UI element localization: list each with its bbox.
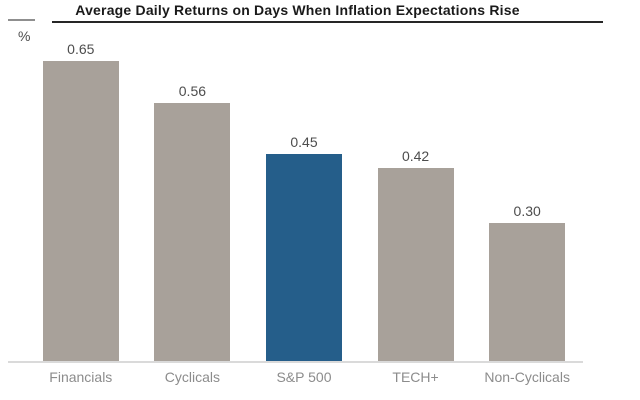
x-axis-label: S&P 500 (276, 369, 332, 385)
bar-s-p-500 (265, 154, 342, 362)
axis-top-dash (8, 19, 35, 21)
plot-area: 0.65 0.56 0.45 0.42 0.30 (25, 22, 583, 362)
bar-tech (377, 168, 454, 362)
bar-column: 0.45 (248, 22, 360, 362)
chart-title: Average Daily Returns on Days When Infla… (75, 2, 520, 18)
bar-column: 0.56 (137, 22, 249, 362)
x-axis-label: Financials (49, 369, 113, 385)
bar-column: 0.65 (25, 22, 137, 362)
bar-financials (42, 61, 119, 362)
bar-value-label: 0.42 (401, 148, 430, 164)
x-axis-label: Cyclicals (164, 369, 220, 385)
bar-value-label: 0.45 (290, 134, 318, 150)
bar-non-cyclicals (489, 223, 566, 362)
bar-value-label: 0.30 (513, 203, 541, 219)
x-axis-label: TECH+ (392, 369, 439, 385)
x-axis-labels: Financials Cyclicals S&P 500 TECH+ Non-Cycli… (25, 369, 583, 385)
bar-cyclicals (154, 103, 231, 362)
y-axis-unit-label: % (18, 28, 31, 44)
bar-column: 0.30 (471, 22, 583, 362)
x-axis-label: Non-Cyclicals (484, 369, 570, 385)
x-axis-line (8, 361, 583, 363)
bar-value-label: 0.56 (178, 83, 207, 99)
bar-column: 0.42 (360, 22, 472, 362)
title-underline: Average Daily Returns on Days When Infla… (52, 0, 603, 23)
bar-value-label: 0.65 (67, 41, 95, 57)
